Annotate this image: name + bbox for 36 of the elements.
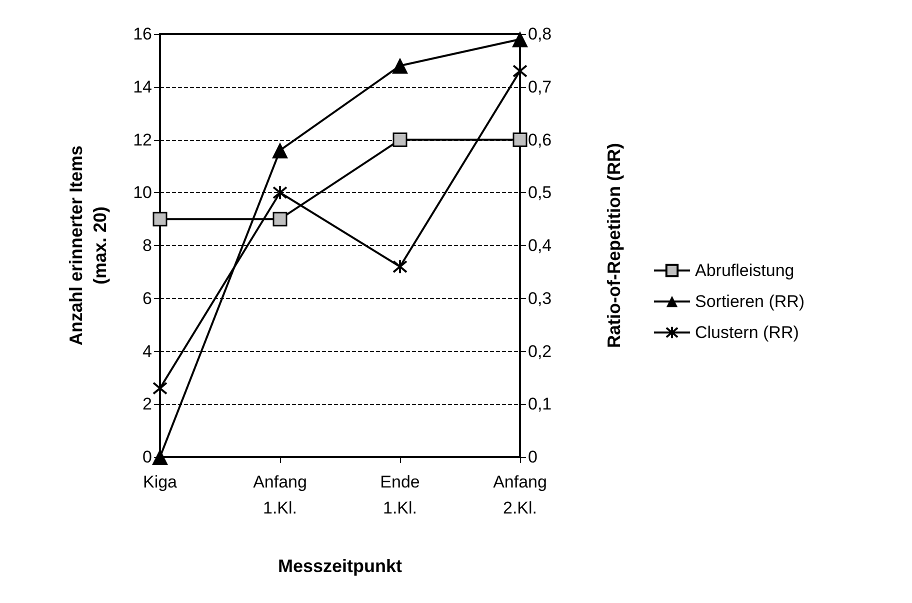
x-tick-label: Anfang 1.Kl.	[253, 472, 307, 518]
legend-label: Abrufleistung	[695, 261, 794, 280]
x-tick-label: Ende 1.Kl.	[380, 472, 420, 518]
y2-tick-label: 0,8	[528, 24, 552, 44]
y2-tick-label: 0	[528, 448, 538, 466]
y-tick-label: 10	[133, 183, 152, 202]
point	[392, 259, 408, 274]
point	[272, 142, 288, 158]
y-tick-label: 16	[133, 24, 152, 44]
y-tick-label: 0	[142, 448, 152, 466]
legend-label: Clustern (RR)	[695, 323, 799, 342]
y2-tick-label: 0,7	[528, 77, 552, 96]
y2-tick-label: 0,6	[528, 130, 552, 150]
y-tick-label: 14	[133, 77, 152, 96]
y2-tick-label: 0,3	[528, 288, 552, 308]
y2-tick-label: 0,5	[528, 183, 552, 202]
x-tick-label: Kiga	[142, 472, 178, 492]
y-axis-title: Anzahl erinnerter Items (max. 20)	[66, 145, 110, 346]
y2-tick-label: 0,4	[528, 236, 552, 255]
y2-axis-title: Ratio-of-Repetition (RR)	[604, 143, 624, 348]
y-tick-label: 2	[142, 394, 152, 414]
y-tick-label: 4	[142, 342, 152, 361]
point	[392, 58, 408, 74]
legend-label: Sortieren (RR)	[695, 292, 805, 311]
y2-tick-label: 0,2	[528, 342, 552, 361]
point	[512, 64, 528, 79]
point	[512, 31, 528, 48]
point	[272, 185, 288, 200]
x-tick-label: Anfang 2.Kl.	[493, 472, 547, 518]
x-axis-title: Messzeitpunkt	[278, 556, 402, 576]
y-tick-label: 8	[142, 236, 152, 255]
y-tick-label: 12	[133, 130, 152, 150]
point	[152, 380, 168, 396]
point	[152, 449, 168, 465]
y-tick-label: 6	[142, 288, 152, 308]
y2-tick-label: 0,1	[528, 394, 552, 414]
